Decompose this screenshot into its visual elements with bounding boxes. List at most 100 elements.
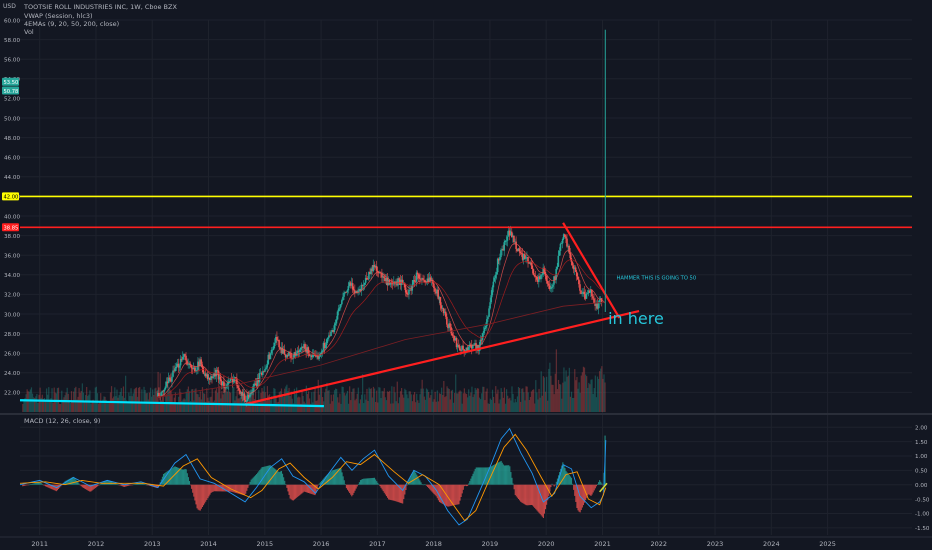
macd-histogram-bar — [148, 484, 150, 486]
macd-histogram-bar — [28, 484, 30, 486]
indicator-volume[interactable]: Vol — [24, 28, 34, 36]
candle-body — [557, 255, 560, 267]
annotation-hammer[interactable]: HAMMER THIS IS GOING TO 50 — [617, 276, 697, 282]
macd-histogram-bar — [538, 484, 540, 513]
trendline-0[interactable] — [244, 309, 640, 406]
candle-body — [330, 331, 332, 336]
volume-bar — [505, 389, 508, 412]
macd-histogram-bar — [38, 482, 40, 485]
macd-histogram-bar — [81, 484, 83, 488]
candle-body — [172, 370, 174, 377]
candle-body — [337, 308, 340, 312]
volume-bar — [163, 403, 166, 412]
macd-histogram-bar — [46, 484, 48, 487]
trendline-2[interactable] — [19, 399, 324, 408]
macd-legend[interactable]: MACD (12, 26, close, 9) — [24, 417, 101, 425]
volume-bar — [445, 396, 447, 412]
macd-histogram-bar — [508, 465, 510, 485]
candle-body — [586, 293, 589, 295]
volume-bar — [413, 392, 416, 412]
price-badge — [2, 86, 19, 95]
volume-bar — [264, 392, 266, 412]
macd-histogram-bar — [244, 484, 246, 496]
chart-title[interactable]: TOOTSIE ROLL INDUSTRIES INC, 1W, Cboe BZ… — [24, 3, 177, 11]
macd-histogram-bar — [123, 484, 126, 487]
candle-body — [450, 327, 452, 334]
macd-y-tick-label: -0.50 — [915, 497, 930, 503]
candle-body — [350, 283, 353, 286]
macd-histogram-bar — [269, 465, 271, 485]
volume-bar — [541, 395, 543, 412]
volume-bar — [31, 393, 34, 412]
indicator-vwap[interactable]: VWAP (Session, hlc3) — [24, 12, 93, 20]
macd-histogram-bar — [248, 484, 250, 486]
macd-histogram-bar — [265, 466, 267, 485]
y-tick-label: 26.00 — [4, 352, 20, 358]
candle-body — [453, 335, 456, 341]
macd-histogram-bar — [356, 484, 358, 487]
indicator-emas[interactable]: 4EMAs (9, 20, 50, 200, close) — [24, 20, 120, 28]
volume-bar — [333, 390, 336, 412]
candle-body — [158, 392, 160, 397]
candle-body — [190, 365, 193, 369]
volume-bar — [423, 396, 425, 412]
candle-body — [481, 333, 484, 340]
macd-histogram-bar — [312, 484, 314, 495]
annotation-in-here[interactable]: in here — [608, 309, 664, 328]
volume-bar — [602, 378, 604, 412]
volume-bar — [224, 386, 226, 412]
x-tick-label: 2015 — [257, 540, 274, 548]
candle-body — [523, 254, 526, 259]
macd-histogram-bar — [377, 482, 379, 485]
volume-bar — [102, 399, 104, 412]
macd-histogram-bar — [523, 484, 525, 504]
x-tick-label: 2019 — [482, 540, 499, 548]
candle-body — [316, 355, 318, 357]
volume-bar — [391, 386, 393, 412]
volume-bar — [284, 388, 286, 412]
macd-histogram-bar — [522, 484, 524, 504]
candle-body — [228, 381, 231, 383]
macd-histogram-bar — [491, 465, 494, 485]
macd-histogram-bar — [293, 484, 296, 500]
volume-bar — [63, 397, 65, 412]
macd-histogram-bar — [555, 481, 557, 485]
trendline-1[interactable] — [562, 222, 621, 319]
volume-bar — [457, 393, 459, 412]
volume-bar — [130, 388, 132, 412]
macd-histogram-bar — [358, 482, 360, 485]
candle-body — [463, 349, 465, 353]
volume-bar — [460, 391, 462, 412]
candle-body — [219, 376, 222, 382]
candle-body — [560, 243, 563, 245]
volume-bar — [359, 399, 362, 412]
macd-histogram-bar — [457, 484, 459, 505]
volume-bar — [411, 401, 414, 412]
candle-body — [204, 373, 207, 377]
macd-histogram-bar — [187, 477, 189, 485]
candle-body — [315, 355, 317, 357]
macd-histogram-bar — [342, 476, 344, 485]
macd-histogram-bar — [117, 484, 119, 486]
volume-bar — [322, 397, 324, 412]
volume-bar — [331, 401, 333, 412]
macd-histogram-bar — [238, 484, 240, 494]
volume-bar — [425, 388, 428, 412]
macd-histogram-bar — [418, 478, 420, 485]
volume-bar — [601, 366, 603, 412]
macd-histogram-bar — [501, 462, 503, 485]
volume-bar — [59, 403, 61, 412]
volume-bar — [288, 387, 290, 412]
volume-bar — [597, 378, 600, 412]
macd-histogram-bar — [304, 484, 306, 492]
macd-histogram-bar — [226, 484, 228, 492]
volume-bar — [514, 399, 516, 412]
volume-bar — [446, 386, 448, 412]
candle-body — [503, 242, 506, 251]
candle-body — [567, 245, 569, 247]
candle-body — [591, 289, 593, 297]
candle-body — [535, 276, 538, 280]
volume-bar — [223, 389, 225, 412]
candle-body — [589, 289, 592, 293]
